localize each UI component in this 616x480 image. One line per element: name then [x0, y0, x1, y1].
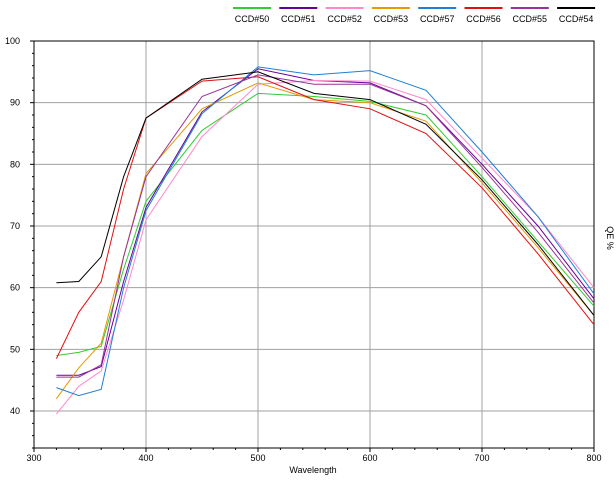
- x-axis-ticks: 300 400 500 600 700 800: [26, 448, 602, 463]
- y-tick-label: 40: [10, 406, 20, 416]
- plot-frame: [33, 40, 595, 449]
- series-line-ccd51: [56, 68, 595, 376]
- legend-label: CCD#50: [235, 14, 270, 24]
- y-tick-label: 100: [5, 36, 20, 46]
- plot-border: [33, 40, 595, 449]
- y-tick-label: 50: [10, 344, 20, 354]
- x-axis-title: Wavelength: [289, 465, 336, 475]
- series-layer: [55, 66, 595, 415]
- legend: CCD#50 CCD#51 CCD#52 CCD#53 CCD#57 CCD#56 CCD#…: [233, 7, 596, 24]
- series-line-ccd52: [56, 79, 595, 415]
- series-line-ccd55: [56, 74, 595, 378]
- series-line-ccd53: [55, 82, 595, 399]
- series-line-ccd50: [56, 92, 595, 356]
- series-line-ccd56: [55, 76, 595, 359]
- y-axis-ticks: 40 50 60 70 80 90 100: [5, 36, 34, 449]
- legend-label: CCD#53: [374, 14, 409, 24]
- series-line-ccd54: [56, 71, 595, 316]
- y-tick-label: 90: [10, 98, 20, 108]
- x-tick-label: 600: [362, 453, 377, 463]
- y-tick-label: 60: [10, 283, 20, 293]
- legend-label: CCD#52: [327, 14, 362, 24]
- y-tick-label: 80: [10, 159, 20, 169]
- legend-label: CCD#51: [281, 14, 316, 24]
- y-tick-label: 70: [10, 221, 20, 231]
- grid: [34, 41, 594, 448]
- legend-label: CCD#55: [513, 14, 548, 24]
- x-tick-label: 700: [474, 453, 489, 463]
- x-tick-label: 500: [250, 453, 265, 463]
- y-axis-title: QE %: [605, 226, 615, 250]
- x-tick-label: 800: [586, 453, 601, 463]
- series-line-ccd57: [56, 66, 595, 397]
- x-tick-label: 400: [138, 453, 153, 463]
- x-tick-label: 300: [26, 453, 41, 463]
- legend-label: CCD#57: [420, 14, 455, 24]
- legend-label: CCD#56: [466, 14, 501, 24]
- legend-label: CCD#54: [559, 14, 594, 24]
